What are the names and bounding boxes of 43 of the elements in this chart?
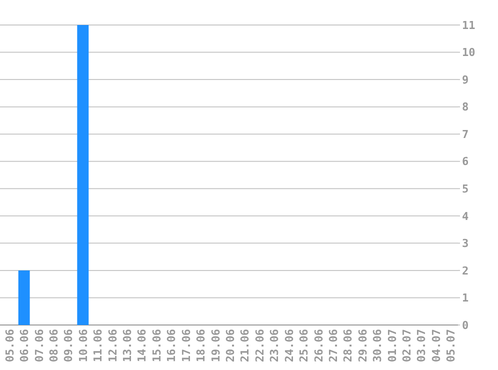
x-tick-label: 23.06 <box>268 328 282 362</box>
y-tick-label: 5 <box>462 182 469 196</box>
x-tick-label: 19.06 <box>209 328 222 362</box>
y-tick-label: 9 <box>462 73 469 86</box>
x-tick-label: 26.06 <box>312 328 326 362</box>
x-tick-label: 15.06 <box>150 328 164 362</box>
x-tick-label: 13.06 <box>121 328 134 362</box>
x-tick-label: 22.06 <box>253 328 266 362</box>
x-tick-label: 11.06 <box>92 328 105 362</box>
x-tick-label: 28.06 <box>342 328 355 362</box>
x-tick-label: 24.06 <box>282 328 296 362</box>
x-tick-label: 10.06 <box>76 328 90 362</box>
y-tick-label: 11 <box>462 18 476 32</box>
x-tick-label: 02.07 <box>400 329 414 362</box>
x-tick-label: 09.06 <box>62 328 76 362</box>
y-tick-label: 3 <box>462 237 469 250</box>
y-tick-label: 0 <box>462 318 469 332</box>
y-tick-label: 1 <box>462 292 469 305</box>
x-tick-label: 04.07 <box>430 329 443 362</box>
x-tick-label: 18.06 <box>194 328 208 362</box>
x-tick-label: 27.06 <box>326 328 340 362</box>
x-tick-label: 08.06 <box>47 328 60 362</box>
y-tick-label: 7 <box>462 128 469 141</box>
x-tick-label: 29.06 <box>356 328 370 362</box>
x-tick-label: 20.06 <box>224 328 237 362</box>
x-tick-label: 06.06 <box>18 328 32 362</box>
x-tick-label: 12.06 <box>106 328 120 362</box>
x-tick-label: 05.07 <box>444 329 458 362</box>
x-tick-label: 30.06 <box>371 328 384 362</box>
x-tick-label: 17.06 <box>180 328 193 362</box>
x-tick-label: 21.06 <box>238 328 252 362</box>
y-tick-label: 2 <box>462 264 469 278</box>
x-tick-label: 03.07 <box>415 329 428 362</box>
x-tick-label: 16.06 <box>165 328 178 362</box>
y-tick-label: 4 <box>462 210 469 223</box>
x-tick-label: 07.06 <box>32 328 46 362</box>
y-tick-label: 8 <box>462 100 469 114</box>
x-tick-label: 01.07 <box>386 329 399 362</box>
x-tick-label: 05.06 <box>3 328 16 362</box>
y-tick-label: 6 <box>462 155 469 168</box>
y-tick-label: 10 <box>462 46 476 60</box>
x-tick-label: 25.06 <box>298 328 311 362</box>
x-tick-label: 14.06 <box>136 328 149 362</box>
